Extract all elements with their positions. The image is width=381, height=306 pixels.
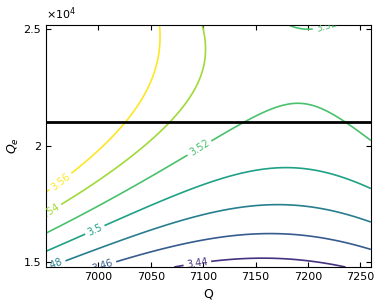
Text: 3.48: 3.48	[41, 257, 64, 274]
Text: 3.52: 3.52	[315, 18, 338, 34]
Text: 3.56: 3.56	[49, 171, 72, 192]
Text: $\times10^4$: $\times10^4$	[46, 6, 76, 22]
Text: 3.5: 3.5	[86, 222, 104, 238]
Text: 3.46: 3.46	[91, 258, 115, 274]
Text: 3.52: 3.52	[188, 138, 211, 158]
Text: 3.44: 3.44	[186, 257, 209, 270]
Text: 3.54: 3.54	[38, 202, 61, 222]
Y-axis label: $Q_e$: $Q_e$	[6, 137, 21, 154]
X-axis label: Q: Q	[203, 287, 213, 300]
